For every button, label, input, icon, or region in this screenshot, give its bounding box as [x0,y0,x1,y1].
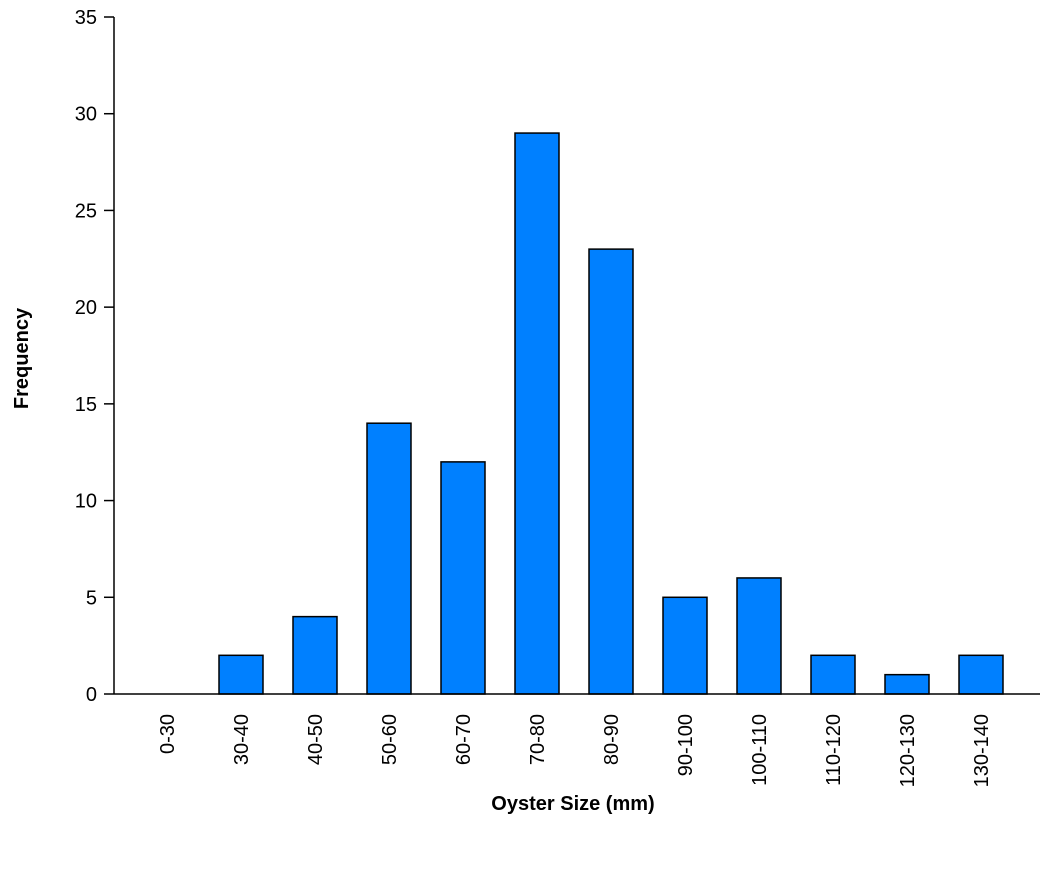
y-axis-title: Frequency [11,307,33,409]
bar-70-80 [514,132,560,695]
bars-group [218,132,1004,695]
y-tick-label: 20 [75,297,97,319]
bar-130-140 [958,654,1004,695]
x-tick-label: 100-110 [749,714,771,786]
bar-60-70 [440,461,486,695]
bar-100-110 [736,577,782,695]
y-axis-ticks: 0 5 10 15 20 25 30 35 [75,7,114,706]
x-tick-label: 130-140 [971,714,993,787]
x-tick-label: 70-80 [527,714,549,765]
x-tick-label: 40-50 [305,714,327,765]
y-tick-label: 15 [75,394,97,416]
x-tick-label: 60-70 [453,714,475,765]
y-tick-label: 10 [75,491,97,513]
bar-80-90 [588,248,634,695]
x-tick-label: 50-60 [379,714,401,765]
x-tick-label: 120-130 [897,714,919,787]
bar-40-50 [292,615,338,695]
y-tick-label: 30 [75,104,97,126]
y-tick-label: 35 [75,7,97,29]
bar-120-130 [884,673,930,695]
x-tick-label: 30-40 [231,714,253,765]
y-tick-label: 0 [86,684,97,706]
x-tick-label: 80-90 [601,714,623,765]
y-tick-label: 25 [75,200,97,222]
x-tick-label: 0-30 [157,714,179,754]
x-axis-ticks: 0-30 30-40 40-50 50-60 60-70 70-80 80-90 90-100… [157,714,993,787]
y-tick-label: 5 [86,587,97,609]
bar-110-120 [810,654,856,695]
bar-50-60 [366,422,412,695]
bar-90-100 [662,596,708,695]
x-tick-label: 90-100 [675,714,697,776]
x-tick-label: 110-120 [823,714,845,786]
bar-30-40 [218,654,264,695]
x-axis-title: Oyster Size (mm) [491,793,654,815]
